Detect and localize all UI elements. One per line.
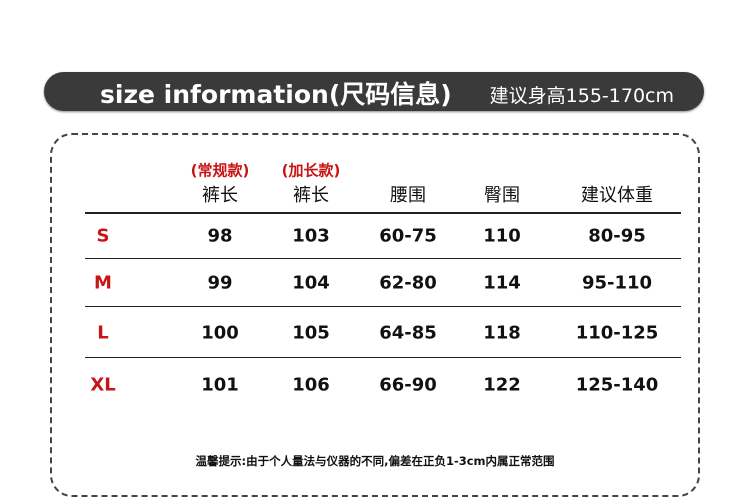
table-cell: 98 bbox=[207, 225, 233, 247]
table-cell: 114 bbox=[483, 272, 521, 294]
row-divider bbox=[85, 357, 681, 358]
row-divider bbox=[85, 306, 681, 307]
subheader-label: (常规款) bbox=[190, 161, 250, 180]
banner-title: size information(尺码信息) bbox=[100, 80, 452, 109]
table-cell: 95-110 bbox=[581, 272, 653, 294]
table-cell: 60-75 bbox=[379, 225, 437, 247]
column-header: 裤长 bbox=[202, 185, 238, 206]
table-cell: 110-125 bbox=[575, 322, 659, 344]
height-recommendation: 建议身高155-170cm bbox=[489, 85, 674, 107]
table-cell: 106 bbox=[292, 374, 330, 396]
row-divider bbox=[85, 258, 681, 259]
size-label: S bbox=[96, 225, 110, 247]
size-label: L bbox=[97, 322, 109, 344]
table-cell: 100 bbox=[201, 322, 239, 344]
table-cell: 125-140 bbox=[575, 374, 659, 396]
table-cell: 122 bbox=[483, 374, 521, 396]
table-cell: 80-95 bbox=[588, 225, 646, 247]
subheader-label: (加长款) bbox=[281, 161, 341, 180]
title-banner: size information(尺码信息) 建议身高155-170cm bbox=[44, 72, 704, 111]
table-cell: 64-85 bbox=[379, 322, 437, 344]
table-cell: 101 bbox=[201, 374, 239, 396]
table-cell: 62-80 bbox=[379, 272, 437, 294]
table-cell: 104 bbox=[292, 272, 330, 294]
table-cell: 103 bbox=[292, 225, 330, 247]
column-header: 腰围 bbox=[390, 185, 426, 206]
column-header: 裤长 bbox=[293, 185, 329, 206]
row-divider bbox=[85, 212, 681, 214]
table-cell: 110 bbox=[483, 225, 521, 247]
table-cell: 105 bbox=[292, 322, 330, 344]
table-cell: 118 bbox=[483, 322, 521, 344]
table-cell: 66-90 bbox=[379, 374, 437, 396]
column-header: 臀围 bbox=[484, 185, 520, 206]
column-header: 建议体重 bbox=[581, 185, 653, 206]
table-cell: 99 bbox=[207, 272, 233, 294]
measurement-note: 温馨提示:由于个人量法与仪器的不同,偏差在正负1-3cm内属正常范围 bbox=[195, 454, 555, 468]
size-label: M bbox=[94, 272, 112, 294]
size-label: XL bbox=[90, 374, 116, 396]
size-table-container bbox=[50, 133, 700, 497]
